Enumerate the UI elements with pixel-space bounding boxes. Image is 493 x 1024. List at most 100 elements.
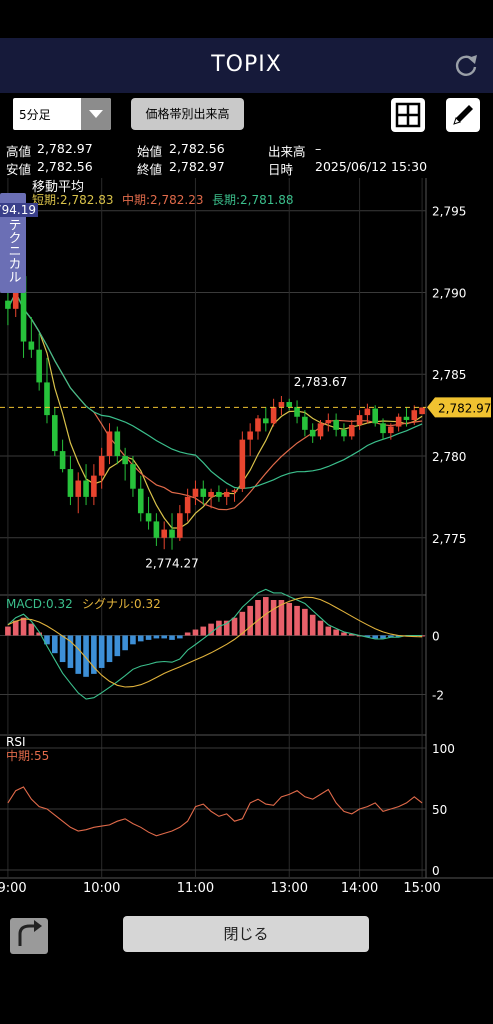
macd-histogram-bar xyxy=(333,629,339,636)
candle-body xyxy=(122,456,128,465)
layout-grid-button[interactable] xyxy=(391,98,425,132)
candle-body xyxy=(380,423,386,434)
candle-body xyxy=(67,469,74,497)
side-tab-value-bg xyxy=(0,203,38,217)
low-label: 安値 xyxy=(6,162,32,177)
macd-histogram-bar xyxy=(59,635,66,663)
price-tick-label: 2,780 xyxy=(432,450,466,464)
candle-body xyxy=(262,418,269,424)
technical-side-tab xyxy=(0,193,26,293)
macd-histogram-bar xyxy=(380,635,386,639)
signal-legend: シグナル:0.32 xyxy=(82,597,161,611)
macd-line xyxy=(7,588,423,700)
macd-histogram-bar xyxy=(294,605,300,636)
draw-button[interactable] xyxy=(446,98,480,132)
macd-histogram-bar xyxy=(67,635,74,668)
candle-body xyxy=(169,529,175,538)
candle-body xyxy=(317,423,324,437)
candle-body xyxy=(309,429,316,437)
price-tick-label: 2,790 xyxy=(432,286,466,300)
candle-body xyxy=(278,402,285,407)
close-button[interactable]: 閉じる xyxy=(123,916,369,952)
chevron-down-icon[interactable] xyxy=(81,98,111,130)
macd-histogram-bar xyxy=(223,620,230,636)
candle-body xyxy=(184,496,191,514)
macd-histogram-bar xyxy=(122,635,128,651)
period-select-label: 5分足 xyxy=(19,108,51,122)
volume-profile-button[interactable]: 価格帯別出来高 xyxy=(131,98,244,130)
price-annotation: 2,774.27 xyxy=(145,557,198,571)
macd-histogram-bar xyxy=(153,635,160,639)
candle-body xyxy=(419,407,425,415)
candle-body xyxy=(114,431,121,456)
back-arrow-icon xyxy=(18,920,42,946)
close-label: 終値 xyxy=(137,162,163,177)
candle-body xyxy=(130,464,136,489)
macd-histogram-bar xyxy=(28,623,35,636)
macd-histogram-bar xyxy=(239,611,246,636)
macd-histogram-bar xyxy=(395,635,402,637)
candle-body xyxy=(208,491,214,497)
open-label: 始値 xyxy=(137,144,163,159)
candle-body xyxy=(145,513,152,522)
candle-body xyxy=(83,480,89,497)
rsi-line xyxy=(7,786,423,837)
candle-body xyxy=(286,402,293,407)
candle-body xyxy=(44,382,50,416)
candle-body xyxy=(192,488,199,497)
time-tick-label: 10:00 xyxy=(83,881,120,896)
signal-line xyxy=(7,596,423,688)
last-price-tag xyxy=(427,397,491,418)
datetime-label: 日時 xyxy=(268,162,294,177)
macd-histogram-bar xyxy=(12,620,19,636)
ma-legend-entry: 短期:2,782.83 xyxy=(32,193,113,207)
rsi-tick-label: 0 xyxy=(432,864,440,878)
candle-body xyxy=(388,426,394,434)
macd-histogram-bar xyxy=(75,635,82,674)
candle-body xyxy=(5,300,11,309)
candle-body xyxy=(216,491,222,497)
ma-legend-entry: 長期:2,781.88 xyxy=(212,193,293,207)
time-tick-label: 15:00 xyxy=(403,881,440,896)
candle-body xyxy=(302,416,308,430)
macd-histogram-bar xyxy=(91,635,97,674)
low-value: 2,782.56 xyxy=(37,159,93,174)
macd-histogram-bar xyxy=(231,617,238,636)
back-button[interactable] xyxy=(10,918,48,954)
candle-body xyxy=(294,406,300,417)
macd-histogram-bar xyxy=(208,623,214,636)
macd-histogram-bar xyxy=(388,635,394,637)
candle-body xyxy=(247,431,253,440)
candle-body xyxy=(239,439,246,489)
refresh-icon[interactable] xyxy=(453,52,479,78)
macd-histogram-bar xyxy=(200,626,207,636)
candle-body xyxy=(356,415,363,425)
macd-histogram-bar xyxy=(325,626,332,636)
period-select[interactable]: 5分足 xyxy=(13,98,111,130)
candle-body xyxy=(223,491,230,497)
status-bar xyxy=(0,0,493,38)
macd-histogram-bar xyxy=(302,608,308,636)
volume-value: – xyxy=(315,141,322,156)
candle-body xyxy=(255,418,261,432)
candle-body xyxy=(98,456,105,476)
open-value: 2,782.56 xyxy=(169,141,225,156)
side-tab-value: 794.19 xyxy=(0,203,36,217)
macd-histogram-bar xyxy=(309,614,316,636)
macd-histogram-bar xyxy=(255,600,261,636)
candle-body xyxy=(59,451,66,470)
candle-body xyxy=(348,424,355,437)
candle-body xyxy=(20,276,27,342)
macd-histogram-bar xyxy=(341,632,347,636)
price-annotation: 2,783.67 xyxy=(294,375,347,389)
macd-histogram-bar xyxy=(177,635,183,639)
candle-body xyxy=(341,429,347,437)
candle-body xyxy=(137,488,144,514)
close-value: 2,782.97 xyxy=(169,159,225,174)
high-value: 2,782.97 xyxy=(37,141,93,156)
macd-histogram-bar xyxy=(364,635,371,637)
candle-body xyxy=(270,406,277,424)
macd-histogram-bar xyxy=(247,605,253,636)
candle-body xyxy=(36,349,42,383)
